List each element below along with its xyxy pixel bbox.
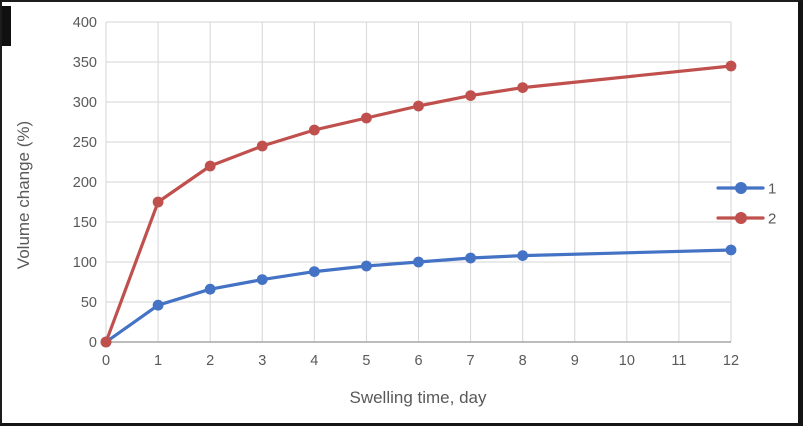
series-2-line: [104, 64, 733, 344]
y-tick-label: 350: [73, 55, 97, 71]
x-tick-label: 2: [206, 353, 214, 369]
series-2-marker: [413, 100, 424, 112]
series-1-marker: [308, 266, 320, 277]
x-tick-label: 7: [467, 353, 475, 369]
legend-item-2: 2: [716, 211, 776, 228]
series-2-marker: [725, 60, 737, 72]
x-tick-label: 0: [102, 353, 110, 369]
x-tick-label: 12: [723, 353, 739, 369]
x-tick-label: 10: [619, 353, 635, 369]
chart-legend: 12: [716, 181, 776, 228]
series-2-marker: [465, 90, 476, 101]
series-1-marker: [256, 274, 268, 285]
y-tick-label: 300: [73, 95, 97, 111]
series-2-marker: [308, 124, 320, 136]
y-tick-label: 100: [73, 255, 97, 271]
series-1-line: [104, 248, 733, 344]
x-tick-label: 5: [362, 353, 370, 369]
series-2-marker: [361, 112, 372, 124]
series-1-marker: [465, 252, 476, 264]
x-tick-label: 4: [310, 353, 318, 369]
x-tick-label: 8: [519, 353, 527, 369]
x-tick-label: 1: [154, 353, 162, 369]
x-tick-label: 11: [671, 353, 686, 369]
y-axis-title: Volume change (%): [14, 121, 33, 269]
series-2-marker: [256, 140, 268, 152]
legend-marker: [735, 182, 747, 194]
x-tick-label: 9: [571, 353, 579, 369]
scan-artifact: [2, 6, 11, 46]
y-tick-label: 0: [89, 335, 97, 351]
y-tick-label: 150: [73, 215, 97, 231]
series-2-marker: [204, 160, 216, 172]
y-tick-label: 50: [81, 295, 97, 311]
series-2-marker: [100, 336, 112, 348]
series-1-marker: [725, 244, 737, 256]
series-1-marker: [361, 260, 372, 272]
series-2-marker: [517, 82, 529, 93]
series-2-marker: [152, 196, 164, 208]
series-1-marker: [204, 283, 216, 295]
x-axis-title: Swelling time, day: [349, 388, 487, 407]
y-tick-label: 250: [73, 135, 97, 151]
x-tick-label: 6: [414, 353, 422, 369]
y-tick-label: 400: [73, 15, 97, 31]
legend-label: 2: [768, 211, 776, 228]
y-tick-label: 200: [73, 175, 97, 191]
series-1-marker: [517, 250, 529, 261]
legend-marker: [735, 212, 747, 224]
x-tick-label: 3: [258, 353, 266, 369]
legend-item-1: 1: [716, 181, 776, 198]
legend-label: 1: [768, 181, 776, 198]
series-1-marker: [152, 299, 164, 311]
data-series: [100, 60, 737, 348]
series-1-marker: [413, 256, 424, 268]
